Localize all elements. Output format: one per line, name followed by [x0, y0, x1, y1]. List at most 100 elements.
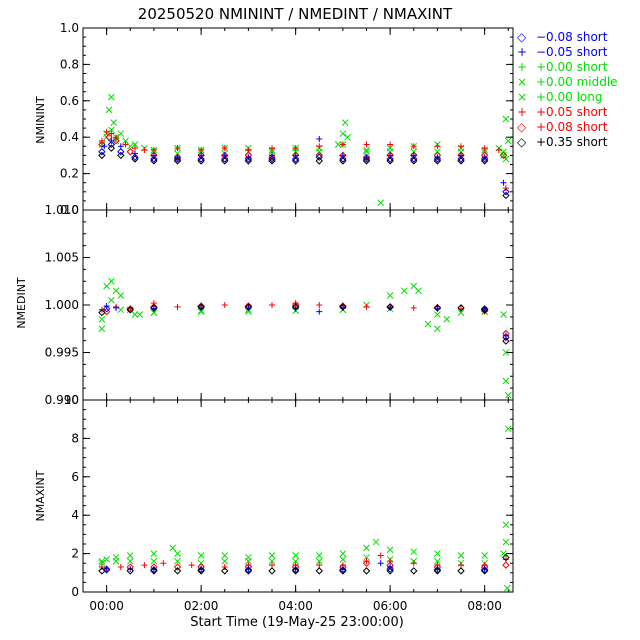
data-point — [150, 155, 158, 163]
data-point — [434, 143, 441, 150]
data-point — [372, 538, 380, 546]
data-point — [504, 425, 512, 433]
data-point — [126, 306, 134, 314]
data-point — [98, 557, 106, 565]
y-tick-label: 1.0 — [60, 21, 79, 35]
data-point — [122, 141, 129, 148]
data-point — [386, 303, 394, 311]
data-point — [363, 554, 370, 561]
data-point — [502, 561, 510, 569]
legend-label: −0.05 short — [536, 45, 608, 59]
data-point — [434, 550, 441, 557]
data-point — [410, 157, 418, 165]
data-point — [339, 550, 347, 557]
data-point — [197, 303, 205, 311]
data-point — [316, 562, 323, 569]
data-points-nmaxint — [98, 425, 512, 592]
data-point — [107, 144, 116, 152]
data-point — [457, 552, 465, 559]
data-point — [126, 148, 134, 156]
data-point — [197, 559, 205, 567]
data-point — [291, 157, 300, 165]
legend-label: −0.08 short — [536, 30, 608, 44]
data-point — [244, 567, 253, 575]
data-point — [291, 566, 300, 574]
data-point — [400, 287, 408, 295]
data-point — [127, 565, 134, 572]
data-point — [362, 155, 371, 163]
data-point — [480, 306, 489, 314]
data-point — [387, 141, 394, 148]
y-tick-label: 4 — [71, 508, 79, 522]
data-point — [386, 157, 394, 165]
x-tick-label: 06:00 — [373, 599, 408, 613]
data-point — [197, 566, 205, 574]
data-point — [174, 303, 181, 310]
x-tick-label: 00:00 — [89, 599, 124, 613]
data-point — [434, 311, 441, 318]
legend-label: +0.08 short — [536, 120, 608, 134]
data-point — [315, 567, 323, 575]
data-point — [126, 557, 134, 565]
data-point — [150, 557, 158, 565]
data-point — [98, 559, 106, 567]
data-point — [126, 567, 134, 575]
data-point — [197, 308, 205, 316]
legend-symbol: + — [517, 105, 527, 119]
data-point — [268, 557, 276, 565]
data-point — [173, 563, 182, 571]
data-point — [495, 146, 502, 153]
data-point — [221, 552, 229, 559]
y-tick-label: 0.8 — [60, 57, 79, 71]
y-tick-label: 0 — [71, 585, 79, 599]
data-point — [480, 155, 489, 163]
data-point — [480, 566, 489, 574]
y-tick-label: 8 — [71, 431, 79, 445]
data-point — [344, 133, 351, 141]
data-point — [363, 544, 370, 552]
data-point — [502, 521, 510, 529]
data-point — [502, 377, 510, 385]
data-point — [502, 538, 510, 546]
data-point — [103, 128, 110, 135]
data-point — [169, 544, 177, 552]
data-point — [504, 137, 512, 145]
y-tick-label: 0.0 — [60, 203, 79, 217]
data-point — [291, 567, 300, 575]
data-point — [131, 155, 139, 163]
data-point — [98, 315, 106, 323]
data-point — [386, 155, 394, 163]
data-point — [150, 157, 158, 165]
data-point — [117, 151, 125, 160]
data-point — [197, 567, 205, 575]
data-point — [500, 311, 507, 318]
data-point — [102, 305, 111, 313]
data-point — [150, 550, 158, 557]
data-point — [173, 155, 182, 163]
data-point — [363, 146, 370, 154]
data-point — [339, 566, 347, 574]
data-point — [174, 550, 181, 557]
data-point — [502, 337, 510, 345]
data-point — [458, 143, 465, 150]
data-point — [499, 151, 508, 160]
data-point — [386, 567, 394, 575]
y-tick-label: 1.005 — [45, 251, 79, 265]
data-point — [339, 556, 347, 563]
data-point — [107, 296, 115, 304]
data-point — [174, 557, 181, 565]
y-axis-label-nmedint: NMEDINT — [15, 277, 28, 329]
data-point — [377, 560, 384, 567]
data-point — [269, 562, 276, 569]
data-point — [117, 130, 125, 137]
data-point — [160, 560, 167, 567]
data-point — [410, 567, 418, 575]
data-point — [433, 155, 442, 163]
series — [98, 553, 510, 575]
data-point — [197, 157, 205, 165]
data-point — [315, 153, 323, 161]
data-point — [502, 553, 510, 562]
data-point — [339, 157, 347, 165]
series — [102, 565, 489, 574]
